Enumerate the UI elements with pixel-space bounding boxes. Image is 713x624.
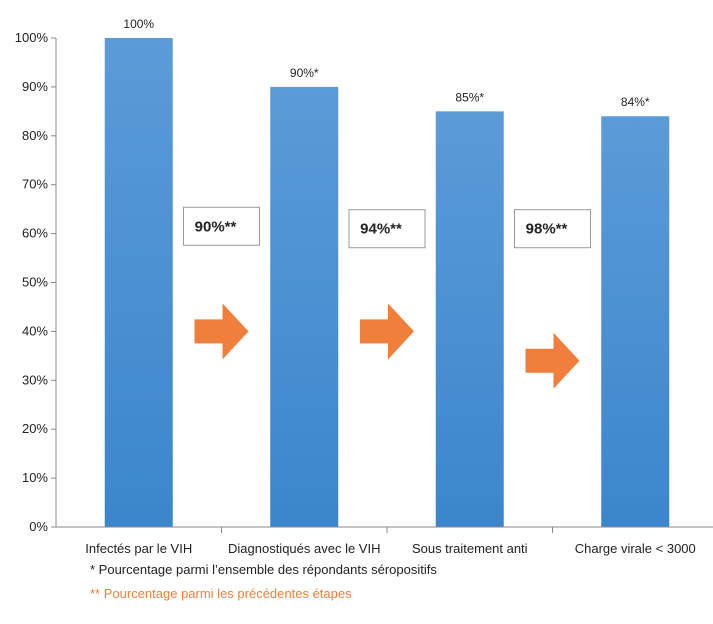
x-tick-label: Charge virale < 3000 [575, 541, 696, 556]
bar [601, 116, 670, 528]
chart: 0% 10% 20% 30% 40% 50% 60% 70% 80% 90% 100% 100% 90… [15, 17, 713, 556]
bars: 100% 90%* 85%* 84%* [104, 17, 670, 528]
conversion-label: 90%** [195, 218, 237, 235]
footnote-single-star: * Pourcentage parmi l’ensemble des répon… [90, 562, 437, 577]
bar [104, 38, 173, 527]
conversion-box [183, 206, 260, 246]
y-tick-label: 100% [15, 30, 49, 45]
data-label: 84%* [621, 95, 650, 109]
arrow-right-icon [360, 303, 414, 360]
arrow-right-icon [194, 303, 249, 360]
y-tick-label: 70% [22, 177, 48, 192]
conversion-annotations: 90%** 94%** 98%** [183, 206, 591, 389]
conversion-box [514, 209, 591, 249]
data-label: 85%* [455, 90, 484, 104]
y-tick-label: 60% [22, 226, 48, 241]
y-tick-label: 50% [22, 275, 48, 290]
conversion-label: 98%** [526, 221, 568, 238]
bar [435, 111, 504, 527]
x-tick-label: Infectés par le VIH [85, 541, 192, 556]
data-label: 90%* [290, 66, 319, 80]
y-tick-label: 80% [22, 128, 48, 143]
y-tick-label: 90% [22, 79, 48, 94]
y-tick-label: 30% [22, 372, 48, 387]
x-tick-label: Sous traitement anti [412, 541, 528, 556]
arrow-right-icon [525, 332, 580, 389]
x-axis: Infectés par le VIH Diagnostiqués avec le… [56, 526, 713, 556]
conversion-label: 94%** [360, 221, 402, 238]
y-tick-label: 40% [22, 323, 48, 338]
y-axis: 0% 10% 20% 30% 40% 50% 60% 70% 80% 90% 100% [15, 30, 57, 534]
y-tick-label: 20% [22, 421, 48, 436]
footnote-double-star: ** Pourcentage parmi les précédentes éta… [90, 586, 352, 601]
conversion-box [348, 209, 426, 249]
data-label: 100% [123, 17, 154, 31]
y-tick-label: 0% [29, 519, 48, 534]
bar [270, 86, 339, 528]
y-tick-label: 10% [22, 470, 48, 485]
x-tick-label: Diagnostiqués avec le VIH [228, 541, 380, 556]
